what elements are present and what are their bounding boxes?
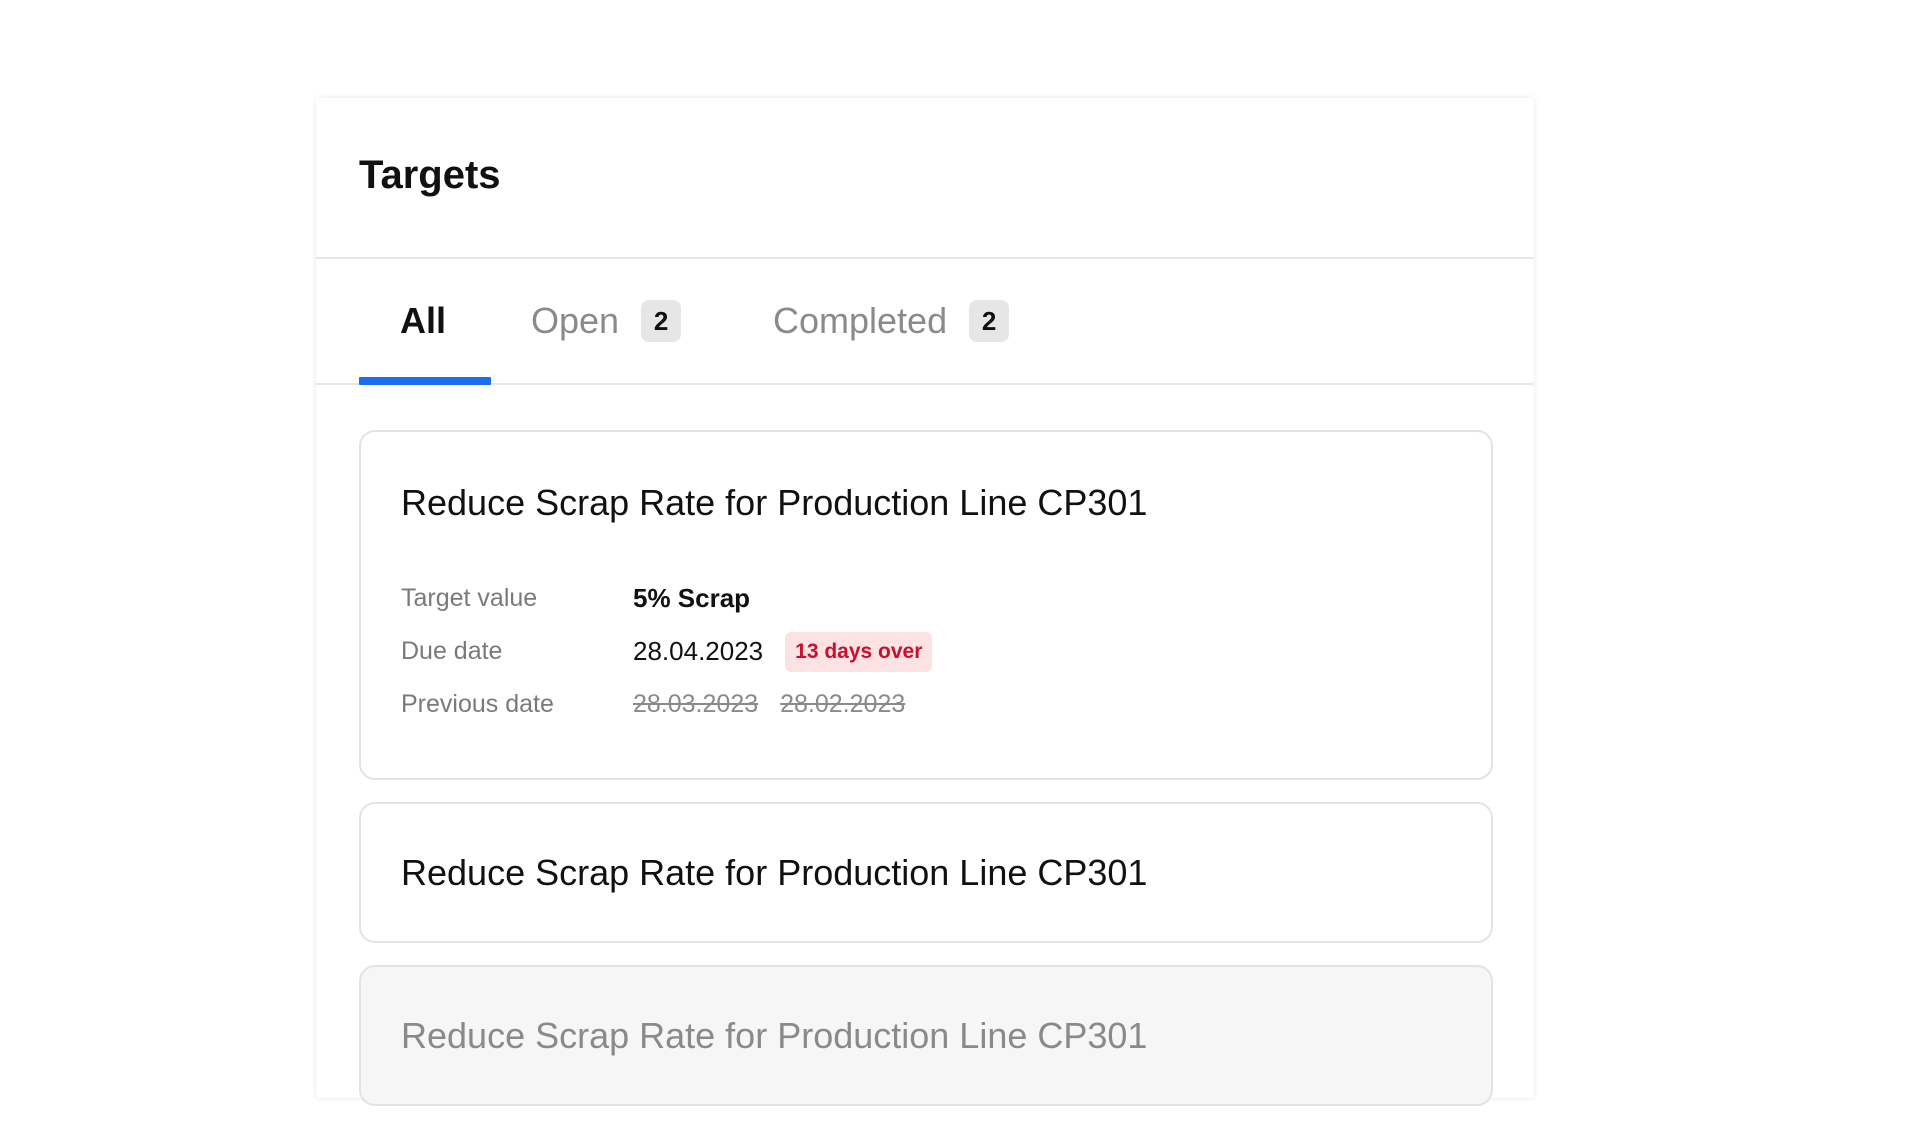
target-card[interactable]: Reduce Scrap Rate for Production Line CP… [359,802,1493,943]
targets-panel: Targets All Open 2 Completed 2 Reduce Sc… [316,98,1534,1106]
tab-completed-count-badge: 2 [969,300,1010,342]
panel-header: Targets [316,98,1534,259]
page-title: Targets [359,153,501,197]
active-tab-indicator [359,377,491,385]
previous-date-label: Previous date [401,690,554,718]
due-date-label: Due date [401,637,503,665]
previous-date: 28.03.2023 [633,690,759,718]
tab-all-label: All [400,300,447,341]
tab-all[interactable]: All [400,259,446,383]
target-card-completed[interactable]: Reduce Scrap Rate for Production Line CP… [359,965,1493,1106]
target-card-title: Reduce Scrap Rate for Production Line CP… [401,482,1148,523]
tab-completed-label: Completed [773,300,948,341]
tab-completed[interactable]: Completed 2 [773,259,1010,383]
due-date-row: 28.04.2023 13 days over [633,625,933,678]
target-card-title: Reduce Scrap Rate for Production Line CP… [401,852,1148,893]
target-card[interactable]: Reduce Scrap Rate for Production Line CP… [359,430,1493,780]
tab-open-label: Open [531,300,620,341]
tab-open[interactable]: Open 2 [531,259,682,383]
target-value-label: Target value [401,584,538,612]
previous-date: 28.02.2023 [780,690,906,718]
previous-dates: 28.03.2023 28.02.2023 [633,678,932,731]
target-value: 5% Scrap [633,583,751,613]
target-card-title: Reduce Scrap Rate for Production Line CP… [401,1015,1148,1056]
target-details: Target value 5% Scrap Due date 28.04.202… [401,572,933,731]
target-list: Reduce Scrap Rate for Production Line CP… [359,430,1493,1128]
due-date: 28.04.2023 [633,636,764,666]
tab-bar: All Open 2 Completed 2 [316,259,1534,385]
overdue-badge: 13 days over [785,631,933,672]
tab-open-count-badge: 2 [641,300,682,342]
